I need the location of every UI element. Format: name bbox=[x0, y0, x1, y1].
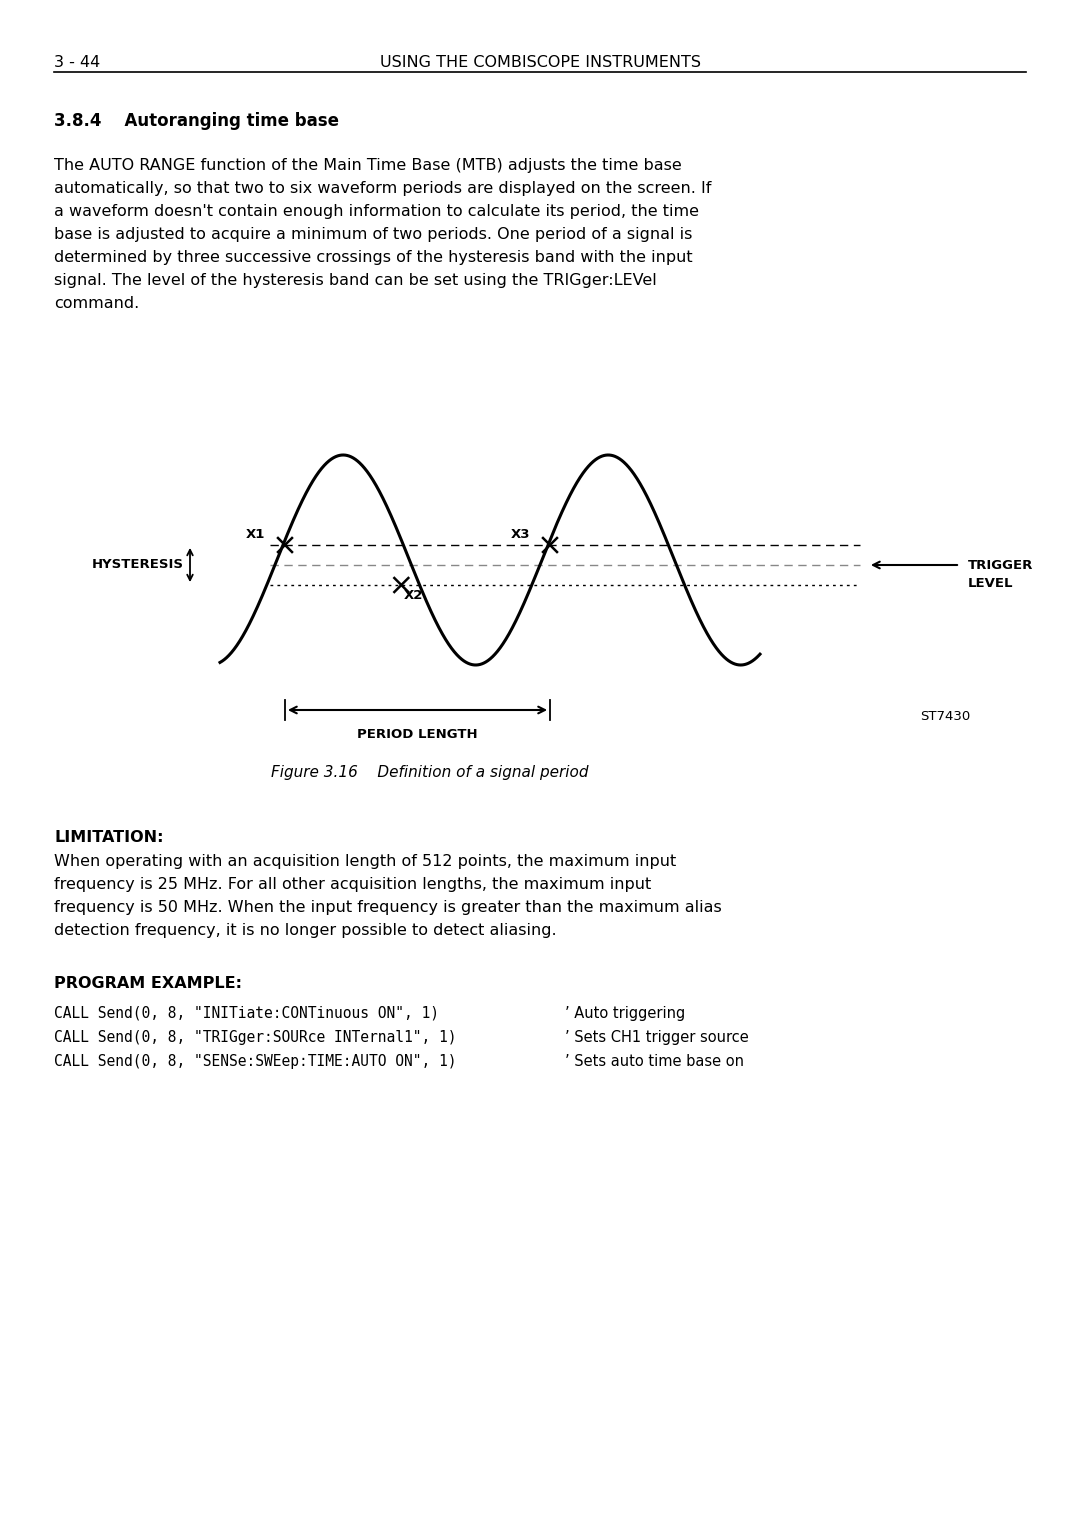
Text: command.: command. bbox=[54, 297, 139, 310]
Text: LEVEL: LEVEL bbox=[968, 576, 1013, 590]
Text: frequency is 50 MHz. When the input frequency is greater than the maximum alias: frequency is 50 MHz. When the input freq… bbox=[54, 901, 721, 914]
Text: CALL Send(0, 8, "TRIGger:SOURce INTernal1", 1): CALL Send(0, 8, "TRIGger:SOURce INTernal… bbox=[54, 1031, 457, 1044]
Text: signal. The level of the hysteresis band can be set using the TRIGger:LEVel: signal. The level of the hysteresis band… bbox=[54, 274, 657, 287]
Text: The AUTO RANGE function of the Main Time Base (MTB) adjusts the time base: The AUTO RANGE function of the Main Time… bbox=[54, 157, 681, 173]
Text: Figure 3.16    Definition of a signal period: Figure 3.16 Definition of a signal perio… bbox=[271, 764, 589, 780]
Text: PERIOD LENGTH: PERIOD LENGTH bbox=[357, 728, 477, 742]
Text: 3.8.4    Autoranging time base: 3.8.4 Autoranging time base bbox=[54, 112, 339, 130]
Text: PROGRAM EXAMPLE:: PROGRAM EXAMPLE: bbox=[54, 976, 242, 991]
Text: detection frequency, it is no longer possible to detect aliasing.: detection frequency, it is no longer pos… bbox=[54, 924, 556, 937]
Text: X3: X3 bbox=[511, 528, 530, 541]
Text: TRIGGER: TRIGGER bbox=[968, 560, 1034, 572]
Text: LIMITATION:: LIMITATION: bbox=[54, 830, 163, 846]
Text: ’ Sets CH1 trigger source: ’ Sets CH1 trigger source bbox=[565, 1031, 748, 1044]
Text: ’ Auto triggering: ’ Auto triggering bbox=[565, 1006, 685, 1021]
Text: X2: X2 bbox=[403, 589, 422, 602]
Text: CALL Send(0, 8, "SENSe:SWEep:TIME:AUTO ON", 1): CALL Send(0, 8, "SENSe:SWEep:TIME:AUTO O… bbox=[54, 1053, 457, 1069]
Text: ST7430: ST7430 bbox=[920, 709, 970, 723]
Text: base is adjusted to acquire a minimum of two periods. One period of a signal is: base is adjusted to acquire a minimum of… bbox=[54, 226, 692, 242]
Text: X1: X1 bbox=[245, 528, 265, 541]
Text: automatically, so that two to six waveform periods are displayed on the screen. : automatically, so that two to six wavefo… bbox=[54, 180, 712, 196]
Text: frequency is 25 MHz. For all other acquisition lengths, the maximum input: frequency is 25 MHz. For all other acqui… bbox=[54, 878, 651, 891]
Text: CALL Send(0, 8, "INITiate:CONTinuous ON", 1): CALL Send(0, 8, "INITiate:CONTinuous ON"… bbox=[54, 1006, 438, 1021]
Text: HYSTERESIS: HYSTERESIS bbox=[92, 558, 184, 572]
Text: determined by three successive crossings of the hysteresis band with the input: determined by three successive crossings… bbox=[54, 251, 692, 265]
Text: USING THE COMBISCOPE INSTRUMENTS: USING THE COMBISCOPE INSTRUMENTS bbox=[379, 55, 701, 70]
Text: a waveform doesn't contain enough information to calculate its period, the time: a waveform doesn't contain enough inform… bbox=[54, 203, 699, 219]
Text: 3 - 44: 3 - 44 bbox=[54, 55, 100, 70]
Text: When operating with an acquisition length of 512 points, the maximum input: When operating with an acquisition lengt… bbox=[54, 855, 676, 868]
Text: ’ Sets auto time base on: ’ Sets auto time base on bbox=[565, 1053, 744, 1069]
